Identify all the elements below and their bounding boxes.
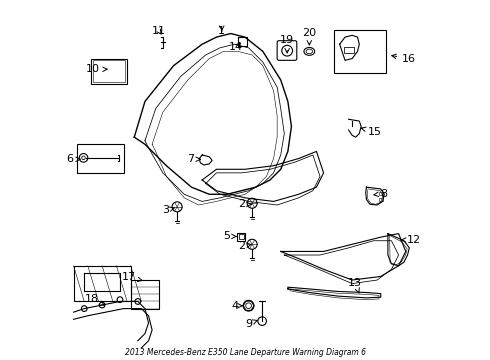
Bar [93,60,125,82]
Text: 11: 11 [152,26,166,36]
Text: 2: 2 [238,199,251,209]
Text: 18: 18 [84,294,104,305]
Text: 13: 13 [348,278,362,293]
Text: 2: 2 [238,241,251,251]
Text: 19: 19 [280,35,294,53]
Bar [239,234,244,239]
Text: 16: 16 [392,54,416,64]
Text: 4: 4 [231,301,242,311]
Text: 14: 14 [229,42,243,52]
Text: 6: 6 [67,154,80,164]
Text: 1: 1 [218,26,225,36]
Text: 9: 9 [245,319,258,329]
Bar [379,198,383,202]
Text: 8: 8 [374,189,387,199]
Text: 17: 17 [122,272,142,282]
Text: 20: 20 [302,28,317,45]
Text: 15: 15 [361,127,382,137]
Bar [77,144,123,173]
Text: 3: 3 [162,205,175,215]
Bar [334,30,386,73]
Text: 10: 10 [86,64,107,74]
Bar [92,59,127,84]
Bar [379,192,383,195]
Text: 12: 12 [401,235,420,245]
Bar [344,47,354,53]
Text: 5: 5 [223,231,236,242]
Text: 2013 Mercedes-Benz E350 Lane Departure Warning Diagram 6: 2013 Mercedes-Benz E350 Lane Departure W… [124,348,366,357]
Bar [237,233,245,241]
Text: 7: 7 [187,154,200,164]
